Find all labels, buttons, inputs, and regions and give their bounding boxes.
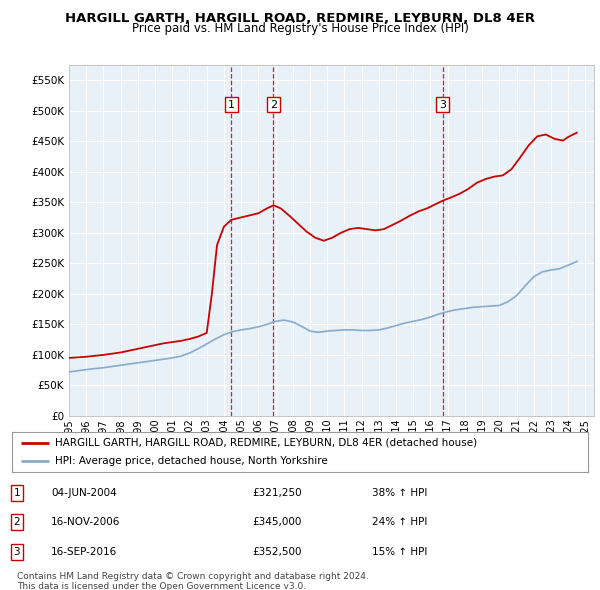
Text: 24% ↑ HPI: 24% ↑ HPI: [372, 517, 427, 527]
Text: 2: 2: [13, 517, 20, 527]
Text: 15% ↑ HPI: 15% ↑ HPI: [372, 547, 427, 556]
Text: HPI: Average price, detached house, North Yorkshire: HPI: Average price, detached house, Nort…: [55, 456, 328, 466]
Text: HARGILL GARTH, HARGILL ROAD, REDMIRE, LEYBURN, DL8 4ER: HARGILL GARTH, HARGILL ROAD, REDMIRE, LE…: [65, 12, 535, 25]
Text: £345,000: £345,000: [252, 517, 301, 527]
Text: Price paid vs. HM Land Registry's House Price Index (HPI): Price paid vs. HM Land Registry's House …: [131, 22, 469, 35]
Text: £321,250: £321,250: [252, 488, 302, 497]
Text: 2: 2: [270, 100, 277, 110]
Text: Contains HM Land Registry data © Crown copyright and database right 2024.: Contains HM Land Registry data © Crown c…: [17, 572, 368, 581]
Text: 1: 1: [13, 488, 20, 497]
Text: This data is licensed under the Open Government Licence v3.0.: This data is licensed under the Open Gov…: [17, 582, 306, 590]
Text: £352,500: £352,500: [252, 547, 302, 556]
Text: 16-NOV-2006: 16-NOV-2006: [51, 517, 121, 527]
Text: 1: 1: [228, 100, 235, 110]
Text: HARGILL GARTH, HARGILL ROAD, REDMIRE, LEYBURN, DL8 4ER (detached house): HARGILL GARTH, HARGILL ROAD, REDMIRE, LE…: [55, 438, 478, 448]
Text: 04-JUN-2004: 04-JUN-2004: [51, 488, 117, 497]
Text: 3: 3: [439, 100, 446, 110]
Text: 3: 3: [13, 547, 20, 556]
Text: 16-SEP-2016: 16-SEP-2016: [51, 547, 117, 556]
Text: 38% ↑ HPI: 38% ↑ HPI: [372, 488, 427, 497]
